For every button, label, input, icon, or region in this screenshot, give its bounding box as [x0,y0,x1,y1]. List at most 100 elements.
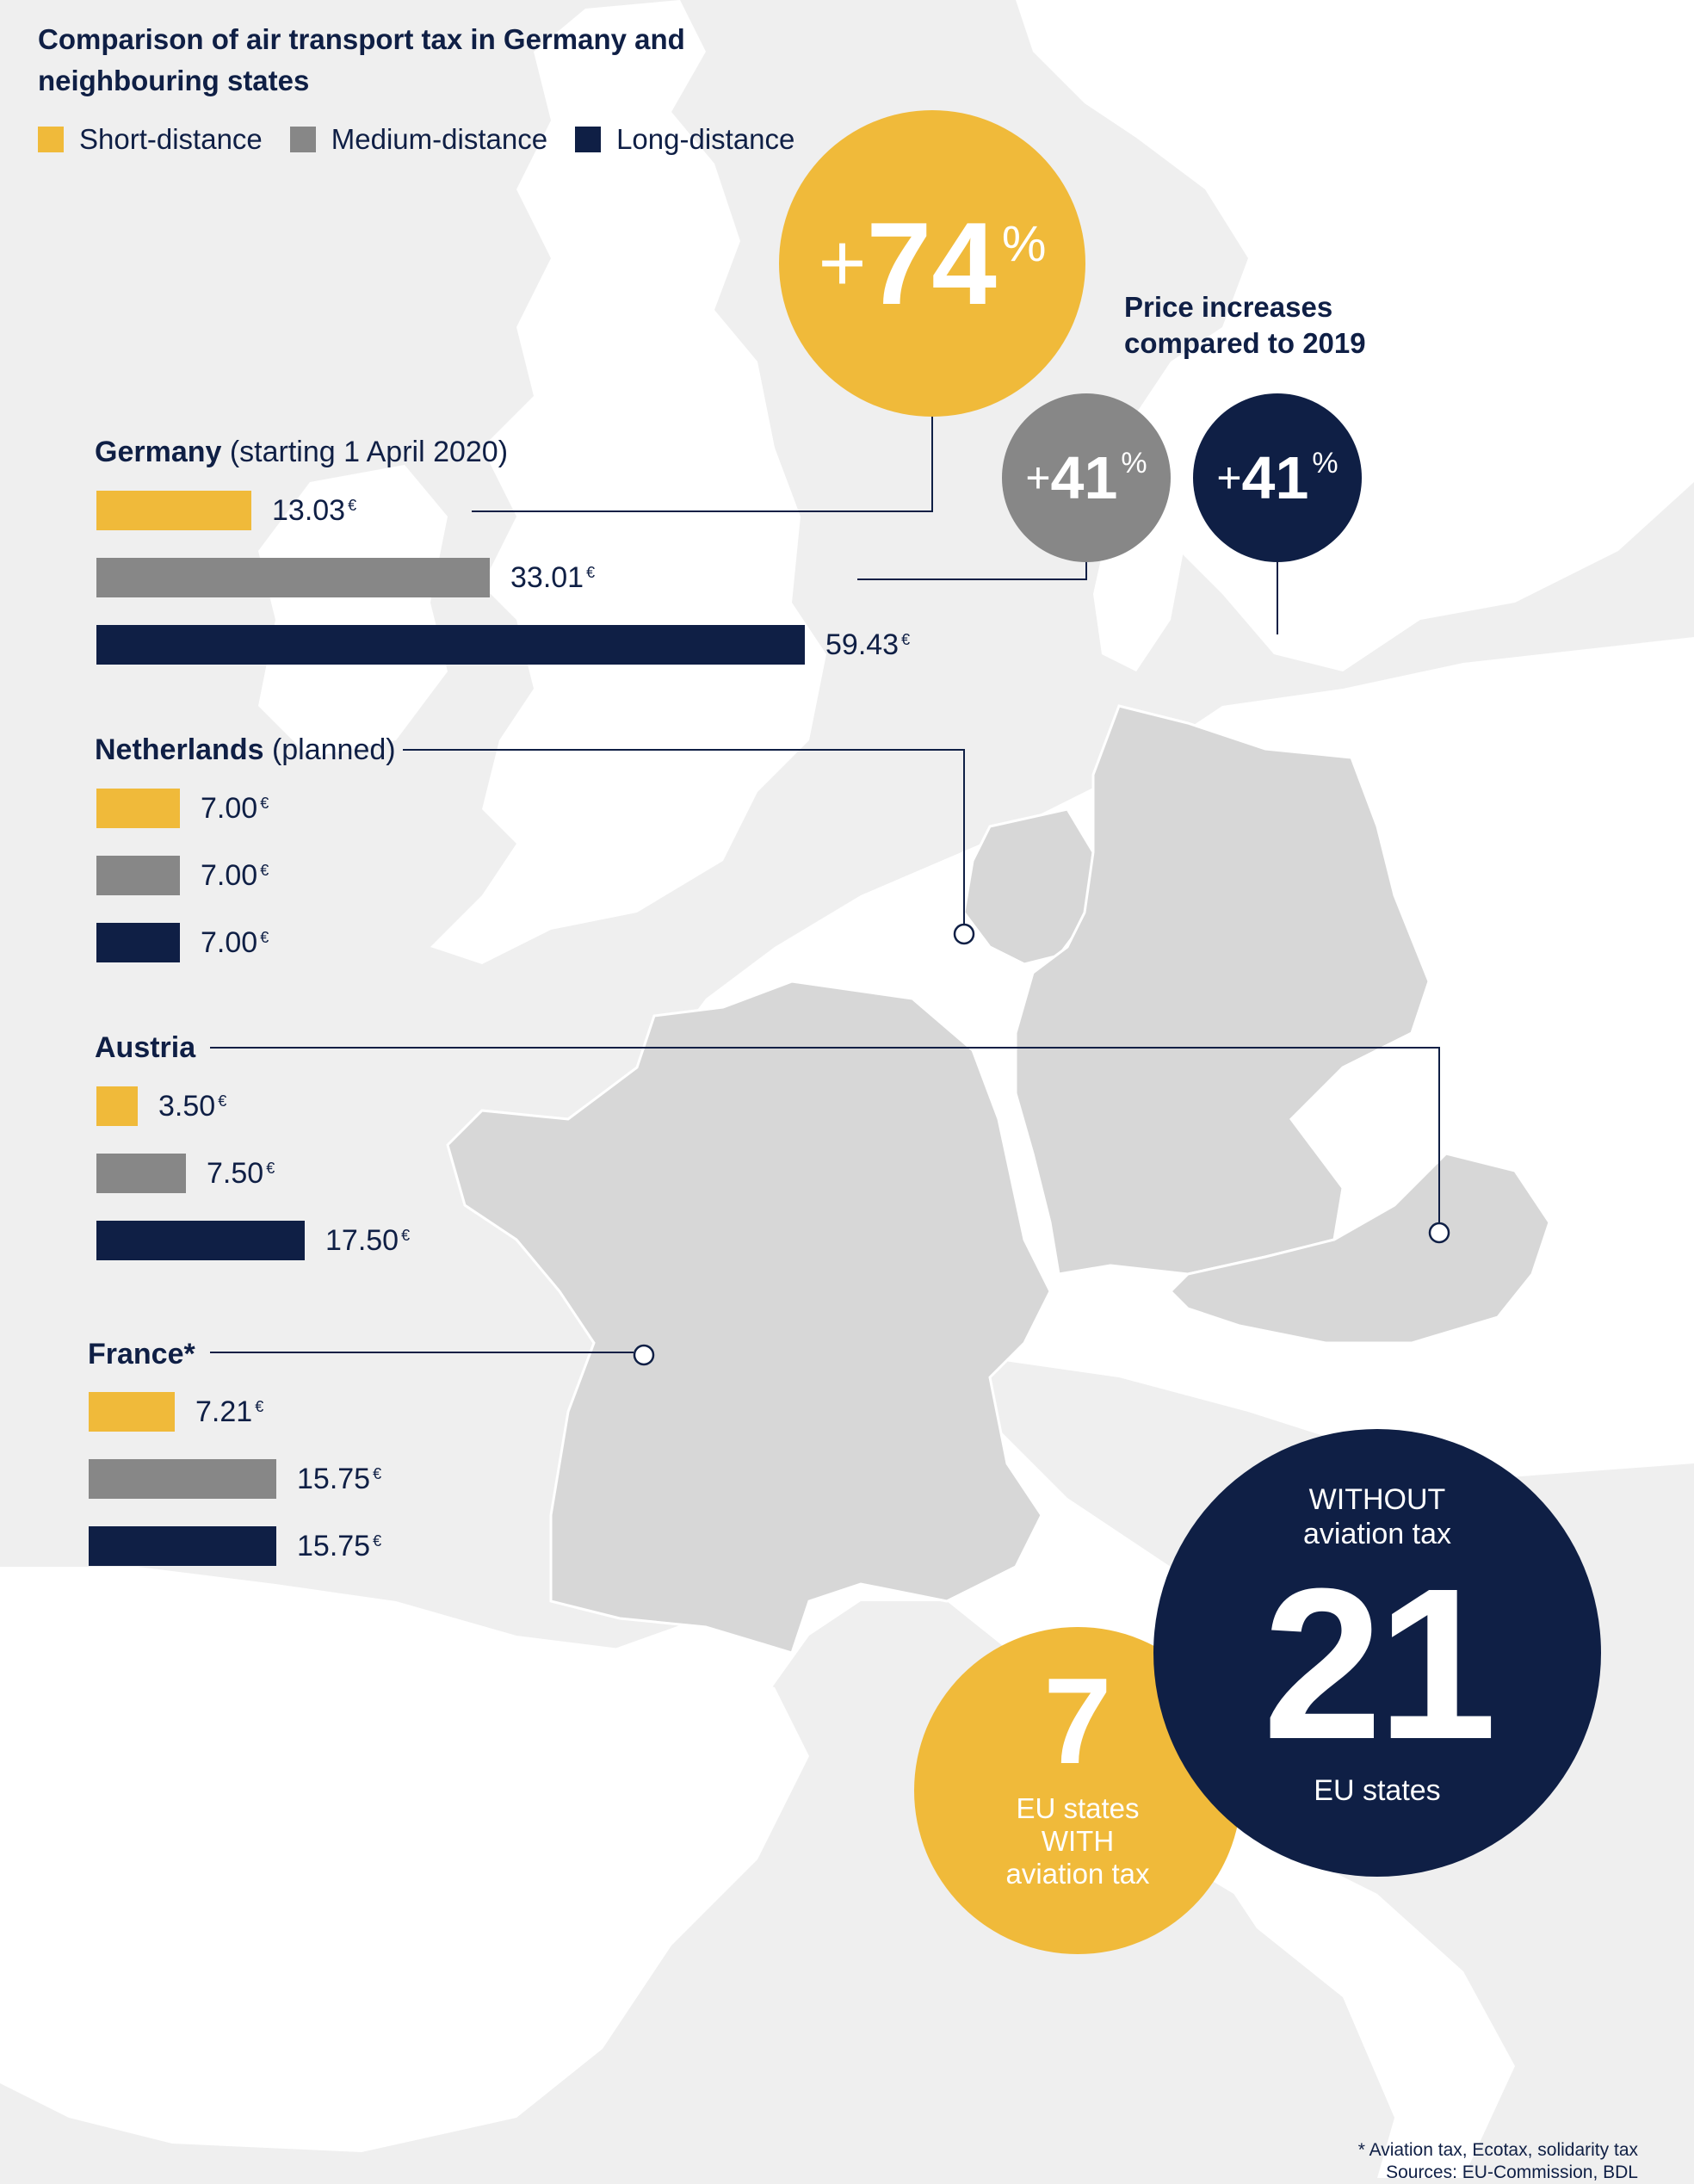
bar-austria-medium [96,1154,186,1193]
euro-sign: € [901,631,911,648]
increase-unit-medium: % [1121,447,1147,479]
euro-sign: € [373,1465,382,1482]
bar-value-austria-long: 17.50 € [325,1221,410,1260]
bar-austria-long [96,1221,305,1260]
eu-without-tax-number: 21 [1262,1544,1497,1784]
footnote: * Aviation tax, Ecotax, solidarity tax S… [1358,2139,1638,2184]
euro-sign: € [348,497,357,514]
bar-value-number: 13.03 [272,494,346,527]
country-label-austria: Austria [95,1030,195,1065]
bar-netherlands-long [96,923,180,962]
bar-value-austria-medium: 7.50 € [207,1154,275,1193]
bar-value-number: 7.00 [201,926,258,959]
euro-sign: € [255,1398,264,1415]
country-label-germany: Germany (starting 1 April 2020) [95,435,508,469]
bar-value-number: 15.75 [297,1530,371,1562]
country-note-netherlands: (planned) [271,733,396,766]
eu-with-tax-line2: WITH [1041,1825,1115,1857]
footnote-line2: Sources: EU-Commission, BDL [1386,2162,1638,2182]
country-note-germany: (starting 1 April 2020) [229,436,509,468]
bar-france-long [89,1526,276,1566]
increase-unit-long: % [1312,447,1339,479]
map-ireland [258,465,448,758]
map-great-britain [430,0,826,964]
euro-sign: € [260,929,269,946]
footnote-line1: * Aviation tax, Ecotax, solidarity tax [1357,2140,1638,2160]
bar-value-number: 7.21 [195,1395,253,1428]
marker-netherlands [953,923,975,945]
bar-value-germany-medium: 33.01 € [510,558,595,597]
bar-value-germany-long: 59.43 € [825,625,910,665]
eu-without-tax-line3: EU states [1314,1774,1441,1807]
bar-value-number: 3.50 [158,1090,216,1123]
legend-label-medium: Medium-distance [331,123,548,155]
country-name-germany: Germany [95,436,222,468]
bar-value-number: 15.75 [297,1463,371,1495]
bar-value-france-short: 7.21 € [195,1392,263,1432]
bar-value-number: 17.50 [325,1224,399,1257]
euro-sign: € [586,564,596,581]
euro-sign: € [401,1227,411,1244]
legend: Short-distance Medium-distance Long-dist… [38,121,822,158]
chart-title: Comparison of air transport tax in Germa… [38,23,685,96]
bar-germany-medium [96,558,490,597]
bar-value-netherlands-short: 7.00 € [201,789,269,828]
bar-value-netherlands-long: 7.00 € [201,923,269,962]
eu-without-tax-line2: aviation tax [1303,1518,1451,1550]
increase-value-short: 74 [866,198,997,329]
legend-swatch-medium [289,127,316,152]
bar-france-short [89,1392,175,1432]
legend-item-medium: Medium-distance [289,123,548,156]
price-increase-caption: Price increases compared to 2019 [1124,291,1366,359]
bar-value-austria-short: 3.50 € [158,1086,226,1126]
map-austria [1168,1152,1551,1345]
legend-label-short: Short-distance [79,123,263,155]
increase-plus-long: + [1216,454,1242,502]
map-france [446,980,1052,1655]
increase-value-medium: 41 [1050,444,1118,511]
legend-label-long: Long-distance [616,123,795,155]
bar-germany-long [96,625,805,665]
euro-sign: € [260,795,269,812]
marker-austria [1428,1222,1450,1244]
marker-france [633,1344,655,1366]
map-netherlands [962,807,1095,966]
bar-netherlands-short [96,789,180,828]
increase-value-long: 41 [1241,444,1309,511]
bar-austria-short [96,1086,138,1126]
country-note-france: * [183,1338,195,1370]
legend-swatch-short [38,127,64,152]
map-scandinavia [1016,0,1694,671]
bar-value-number: 7.50 [207,1157,264,1190]
map-iberia [0,1567,809,2152]
connector-medium-increase [857,554,1087,580]
bar-value-germany-short: 13.03 € [272,491,356,530]
bar-value-number: 33.01 [510,561,584,594]
increase-unit-short: % [1001,216,1047,272]
eu-without-tax-line1: WITHOUT [1308,1483,1446,1516]
eu-without-tax-bubble [1153,1429,1601,1877]
bar-value-number: 59.43 [825,628,900,661]
euro-sign: € [266,1160,275,1177]
increase-bubble-long: + 41 % [1193,393,1362,562]
increase-bubble-short: + 74 % [779,110,1085,417]
bar-value-number: 7.00 [201,859,258,892]
legend-swatch-long [575,127,602,152]
bar-france-medium [89,1459,276,1499]
legend-item-long: Long-distance [575,123,794,156]
country-label-netherlands: Netherlands (planned) [95,733,396,767]
increase-plus-short: + [818,217,867,309]
increase-bubble-medium: + 41 % [1002,393,1171,562]
country-name-austria: Austria [95,1031,196,1064]
connector-netherlands [403,749,965,924]
country-label-france: France* [88,1337,195,1371]
euro-sign: € [218,1092,227,1110]
increase-plus-medium: + [1025,454,1051,502]
connector-short-increase [472,403,933,512]
euro-sign: € [260,862,269,879]
eu-with-tax-line3: aviation tax [1005,1858,1150,1890]
connector-austria [210,1047,1440,1222]
euro-sign: € [373,1532,382,1550]
